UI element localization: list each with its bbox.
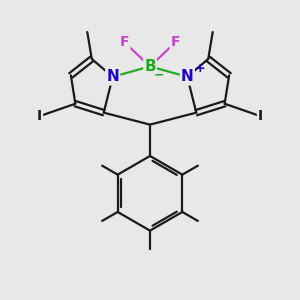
Text: I: I <box>258 109 263 123</box>
Text: F: F <box>171 35 180 50</box>
Text: −: − <box>154 68 164 81</box>
Text: +: + <box>195 62 205 75</box>
Text: N: N <box>181 69 194 84</box>
Text: B: B <box>144 59 156 74</box>
Text: I: I <box>37 109 42 123</box>
Text: N: N <box>106 69 119 84</box>
Text: F: F <box>120 35 129 50</box>
